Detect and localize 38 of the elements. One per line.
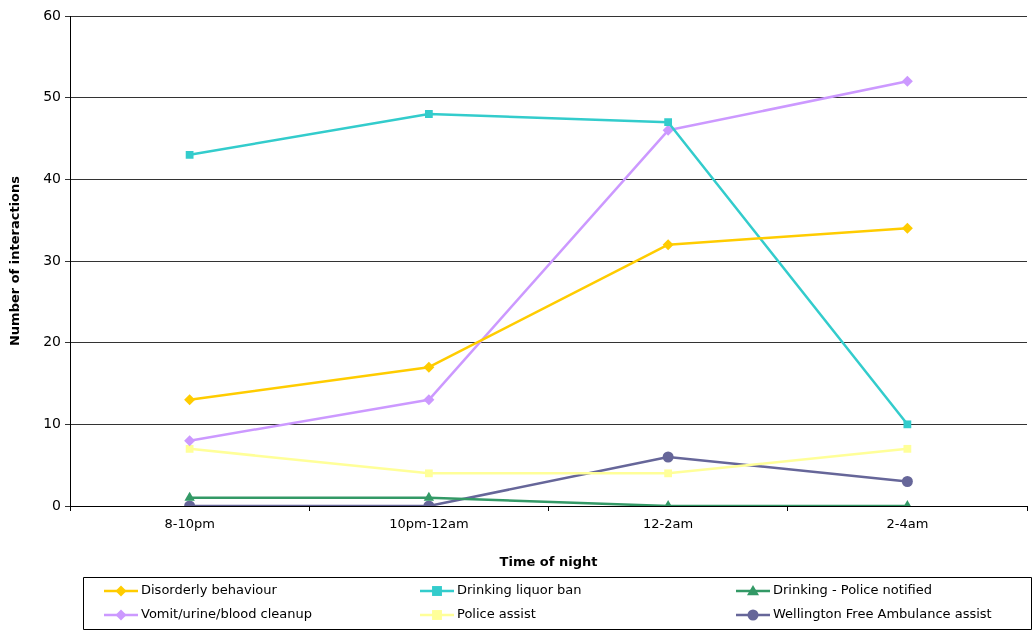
- legend-label: Wellington Free Ambulance assist: [773, 606, 992, 622]
- x-tick-label: 10pm-12am: [389, 516, 469, 532]
- y-tick-label: 30: [43, 251, 61, 268]
- point: [184, 491, 195, 501]
- y-axis-title: Number of interactions: [7, 175, 23, 347]
- point: [901, 222, 913, 234]
- point: [423, 491, 435, 501]
- point: [424, 110, 433, 118]
- legend-label: Drinking liquor ban: [457, 582, 582, 598]
- point: [664, 469, 673, 478]
- point: [662, 239, 674, 251]
- x-axis-title: Time of night: [499, 553, 598, 569]
- x-tick-label: 12-2am: [643, 516, 694, 532]
- point: [424, 469, 433, 478]
- point: [903, 444, 912, 453]
- point: [903, 420, 912, 429]
- legend-label: Disorderly behaviour: [141, 582, 278, 598]
- y-tick-label: 0: [52, 496, 61, 513]
- point: [662, 451, 674, 463]
- x-tick-label: 2-4am: [886, 516, 929, 532]
- point: [184, 435, 196, 447]
- legend-label: Drinking - Police notified: [773, 582, 932, 598]
- x-tick-label: 8-10pm: [164, 516, 215, 532]
- point: [664, 118, 673, 127]
- point: [423, 361, 435, 373]
- point: [185, 150, 194, 159]
- y-tick-label: 40: [43, 169, 61, 186]
- y-tick-label: 50: [43, 88, 61, 105]
- point: [901, 476, 913, 487]
- point: [184, 394, 196, 406]
- point: [901, 75, 913, 87]
- legend-label: Police assist: [457, 606, 536, 622]
- y-tick-label: 20: [43, 333, 61, 350]
- y-tick-label: 10: [43, 414, 61, 431]
- point: [185, 444, 194, 453]
- y-tick-label: 60: [43, 6, 61, 23]
- legend-label: Vomit/urine/blood cleanup: [141, 606, 313, 622]
- point: [423, 394, 435, 406]
